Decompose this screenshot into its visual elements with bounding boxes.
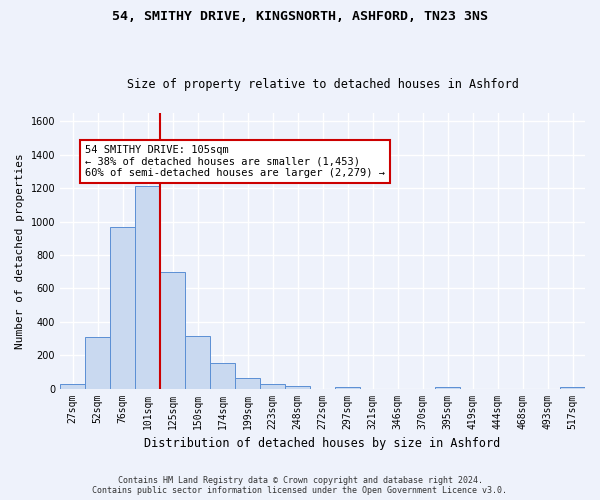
Text: 54 SMITHY DRIVE: 105sqm
← 38% of detached houses are smaller (1,453)
60% of semi: 54 SMITHY DRIVE: 105sqm ← 38% of detache… [85,144,385,178]
X-axis label: Distribution of detached houses by size in Ashford: Distribution of detached houses by size … [145,437,500,450]
Bar [185,336,210,388]
Bar [260,384,285,388]
Bar [235,378,260,388]
Bar [135,186,160,388]
Text: Contains HM Land Registry data © Crown copyright and database right 2024.
Contai: Contains HM Land Registry data © Crown c… [92,476,508,495]
Bar [210,362,235,388]
Bar [110,226,135,388]
Title: Size of property relative to detached houses in Ashford: Size of property relative to detached ho… [127,78,518,91]
Bar [285,386,310,388]
Bar [560,387,585,388]
Bar [85,337,110,388]
Text: 54, SMITHY DRIVE, KINGSNORTH, ASHFORD, TN23 3NS: 54, SMITHY DRIVE, KINGSNORTH, ASHFORD, T… [112,10,488,23]
Bar [160,272,185,388]
Bar [435,387,460,388]
Bar [335,387,360,388]
Y-axis label: Number of detached properties: Number of detached properties [15,153,25,348]
Bar [60,384,85,388]
